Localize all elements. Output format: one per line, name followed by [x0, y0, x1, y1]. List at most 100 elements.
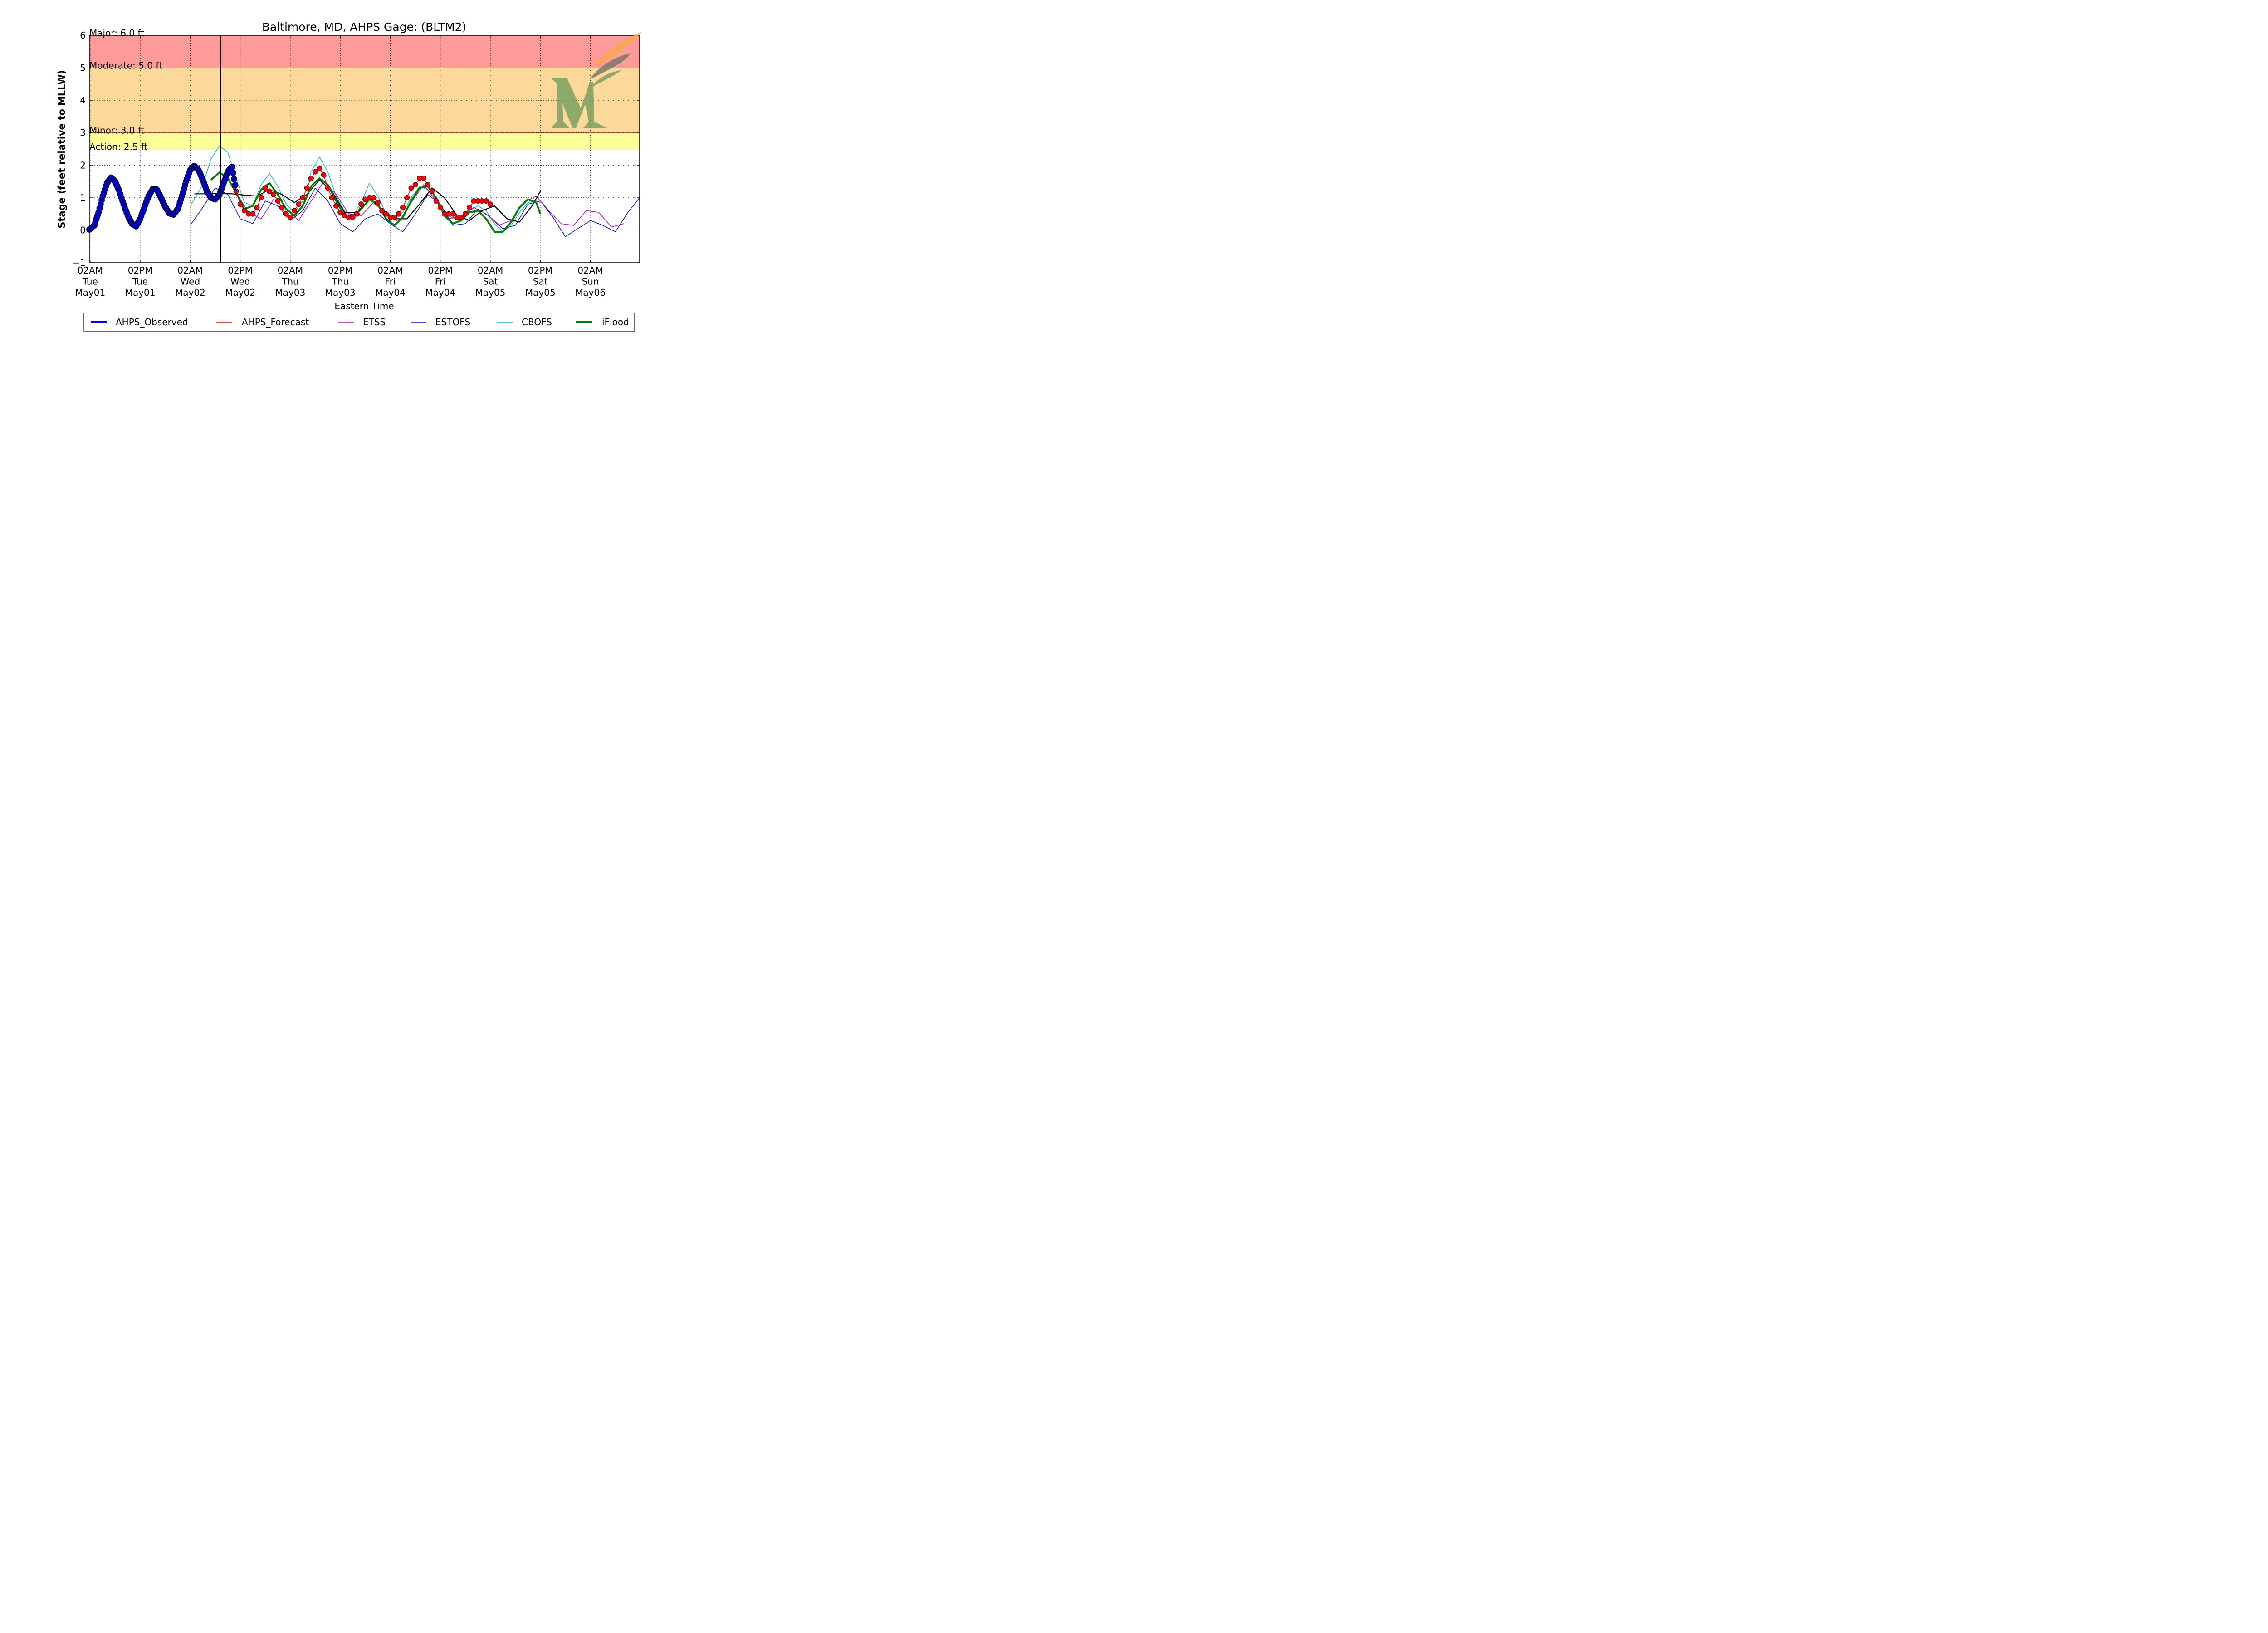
- series-ahps-forecast-point: [321, 172, 327, 178]
- threshold-label: Action: 2.5 ft: [89, 142, 148, 152]
- xtick-label: May06: [575, 287, 606, 298]
- series-ahps-forecast-point: [333, 203, 339, 209]
- series-ahps-forecast-point: [313, 169, 318, 175]
- logo-m-letter: [551, 78, 607, 128]
- logo-leaf-orange: [592, 32, 642, 68]
- xtick-label: Sun: [582, 276, 599, 287]
- series-ahps-forecast-point: [371, 195, 376, 200]
- plot-frame: [89, 35, 640, 263]
- ytick-label: 6: [80, 30, 86, 41]
- series-ahps-forecast-point: [262, 185, 268, 191]
- series-ahps-forecast-point: [391, 214, 397, 220]
- stage-chart: −1012345602AMTueMay0102PMTueMay0102AMWed…: [56, 20, 642, 332]
- legend-box: [83, 313, 635, 332]
- series-ahps-forecast-point: [358, 201, 364, 207]
- series-ahps-forecast-point: [354, 211, 360, 217]
- series-ahps-forecast-point: [350, 214, 356, 220]
- series-ahps-forecast-point: [412, 182, 418, 188]
- ytick-label: 5: [80, 63, 86, 73]
- chart-title: Baltimore, MD, AHPS Gage: (BLTM2): [262, 20, 467, 34]
- xtick-label: 02PM: [528, 265, 553, 276]
- xtick-label: May01: [125, 287, 156, 298]
- xtick-label: Thu: [331, 276, 349, 287]
- series-ahps-forecast-point: [271, 191, 277, 197]
- series-ahps-forecast-point: [296, 201, 302, 207]
- legend-label: AHPS_Forecast: [242, 317, 309, 328]
- series-ahps-forecast-point: [483, 198, 489, 204]
- series-ahps-forecast-point: [304, 185, 310, 191]
- series-ahps-forecast-point: [425, 182, 431, 188]
- series-ahps-forecast-point: [396, 211, 401, 217]
- legend-label: ETSS: [363, 317, 386, 328]
- axis-ticks: −1012345602AMTueMay0102PMTueMay0102AMWed…: [73, 30, 640, 298]
- series-ahps-forecast-point: [267, 188, 272, 194]
- legend-label: AHPS_Observed: [116, 317, 188, 328]
- series-ahps-forecast-point: [308, 176, 314, 181]
- logo-leaf-green: [590, 70, 621, 88]
- series-lines: [86, 145, 640, 237]
- xtick-label: 02AM: [278, 265, 303, 276]
- xtick-label: May01: [75, 287, 105, 298]
- chart-root: −1 0 1 2 3 4 5 6 02AM Tue May01 02PM Tue May01 02AM Wed…: [0, 0, 703, 352]
- series-ahps-forecast-point: [250, 211, 256, 217]
- series-ahps-forecast-point: [375, 200, 381, 205]
- legend: AHPS_Observed AHPS_Forecast ETSS ESTOFS CBOF…: [83, 313, 635, 332]
- xtick-label: May05: [475, 287, 506, 298]
- xtick-label: Thu: [281, 276, 299, 287]
- xtick-label: 02PM: [328, 265, 353, 276]
- series-ahps-forecast-point: [258, 195, 264, 200]
- series-ahps-forecast-point: [488, 201, 493, 207]
- series-ahps-forecast-point: [337, 210, 343, 215]
- xtick-label: 02AM: [377, 265, 403, 276]
- logo-leaf-gray: [590, 53, 631, 79]
- xtick-label: May02: [175, 287, 205, 298]
- series-ahps-forecast-point: [300, 195, 306, 200]
- xtick-label: Fri: [435, 276, 446, 287]
- threshold-label: Moderate: 5.0 ft: [89, 60, 162, 71]
- xtick-label: Wed: [230, 276, 250, 287]
- xtick-label: 02PM: [128, 265, 153, 276]
- xtick-label: 02AM: [78, 265, 103, 276]
- series-ahps-forecast-point: [317, 166, 323, 171]
- x-axis-label: Eastern Time: [334, 301, 394, 312]
- ytick-label: 4: [80, 95, 86, 106]
- xtick-label: Sat: [533, 276, 548, 287]
- ytick-label: −1: [73, 257, 86, 268]
- series-ahps-observed-point: [232, 182, 239, 189]
- ytick-label: 1: [80, 192, 86, 203]
- series-ahps-forecast-point: [437, 205, 443, 210]
- threshold-label: Major: 6.0 ft: [89, 28, 144, 39]
- series-ahps-forecast-point: [400, 205, 406, 210]
- xtick-label: Wed: [181, 276, 200, 287]
- series-ahps-forecast-point: [421, 176, 426, 181]
- series-ahps-forecast-point: [329, 195, 335, 200]
- series-ahps-forecast-point: [379, 208, 385, 214]
- series-ahps-forecast-point: [241, 208, 247, 214]
- xtick-label: 02AM: [577, 265, 603, 276]
- xtick-label: 02PM: [228, 265, 253, 276]
- series-ahps-forecast-point: [279, 205, 285, 210]
- series-ahps-forecast-point: [283, 211, 289, 217]
- xtick-label: Tue: [132, 276, 148, 287]
- series-ahps-forecast-point: [254, 205, 260, 210]
- series-ahps-forecast-point: [458, 214, 464, 220]
- xtick-label: May03: [325, 287, 356, 298]
- threshold-label: Minor: 3.0 ft: [89, 125, 145, 136]
- series-ahps-forecast-point: [288, 214, 293, 220]
- series-ahps-forecast-point: [450, 211, 456, 217]
- series-estofs-line: [190, 187, 640, 237]
- band-2: [89, 132, 640, 149]
- xtick-label: May02: [225, 287, 255, 298]
- m-logo: [551, 32, 642, 128]
- xtick-label: Sat: [483, 276, 498, 287]
- xtick-label: May05: [525, 287, 556, 298]
- legend-label: CBOFS: [522, 317, 552, 328]
- ytick-label: 0: [80, 225, 86, 235]
- xtick-label: 02AM: [478, 265, 503, 276]
- xtick-label: Fri: [385, 276, 396, 287]
- xtick-label: Tue: [82, 276, 98, 287]
- ytick-label: 2: [80, 160, 86, 171]
- xtick-label: 02AM: [177, 265, 203, 276]
- xtick-label: 02PM: [428, 265, 453, 276]
- series-ahps-forecast-point: [429, 188, 435, 194]
